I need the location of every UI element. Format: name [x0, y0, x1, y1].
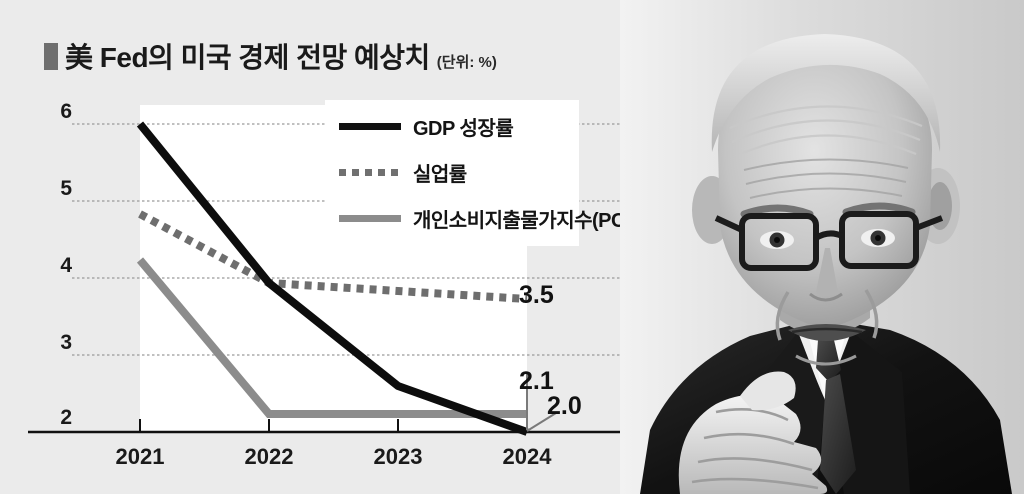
title-text: 美 Fed의 미국 경제 전망 예상치	[65, 42, 430, 73]
data-label-gdp: 2.0	[547, 392, 582, 420]
legend-item-gdp: GDP 성장률	[339, 112, 514, 141]
series-line-pce	[136, 257, 527, 418]
label-leader-lines	[526, 372, 557, 432]
chart-legend: GDP 성장률 실업률 개인소비지출물가지수(PCE)	[325, 100, 644, 246]
legend-item-unemployment: 실업률	[339, 158, 467, 187]
x-tick-label: 2021	[115, 444, 165, 469]
data-label-unemployment: 3.5	[519, 281, 554, 309]
x-tick-label: 2023	[373, 444, 423, 469]
page-title: 美 Fed의 미국 경제 전망 예상치 (단위: %)	[44, 36, 497, 76]
x-tick-label: 2022	[244, 444, 294, 469]
title-unit-text: (단위: %)	[436, 54, 497, 71]
legend-swatch-dotted-gray-icon	[339, 169, 401, 176]
chart: 6 5 4 3 2 2021 2022 2023 2024 3.5 2.1 2.…	[28, 100, 644, 469]
y-tick-label: 5	[60, 177, 72, 200]
series-line-gdp	[136, 121, 529, 436]
y-tick-label: 4	[60, 254, 72, 277]
legend-item-pce: 개인소비지출물가지수(PCE)	[339, 204, 644, 233]
x-tick-label: 2024	[502, 444, 552, 469]
legend-swatch-solid-black-icon	[339, 123, 401, 130]
y-tick-label: 6	[60, 100, 72, 123]
portrait-photo	[620, 0, 1024, 494]
series-line-unemployment	[138, 210, 528, 303]
legend-label: GDP 성장률	[413, 118, 514, 140]
legend-label: 개인소비지출물가지수(PCE)	[413, 210, 644, 232]
legend-label: 실업률	[413, 164, 467, 186]
data-label-pce: 2.1	[519, 367, 554, 395]
legend-swatch-solid-gray-icon	[339, 215, 401, 222]
portrait-photo-illustration	[620, 0, 1024, 494]
y-tick-label: 3	[60, 331, 72, 354]
y-tick-label: 2	[60, 406, 72, 429]
square-bullet-icon	[44, 43, 58, 70]
